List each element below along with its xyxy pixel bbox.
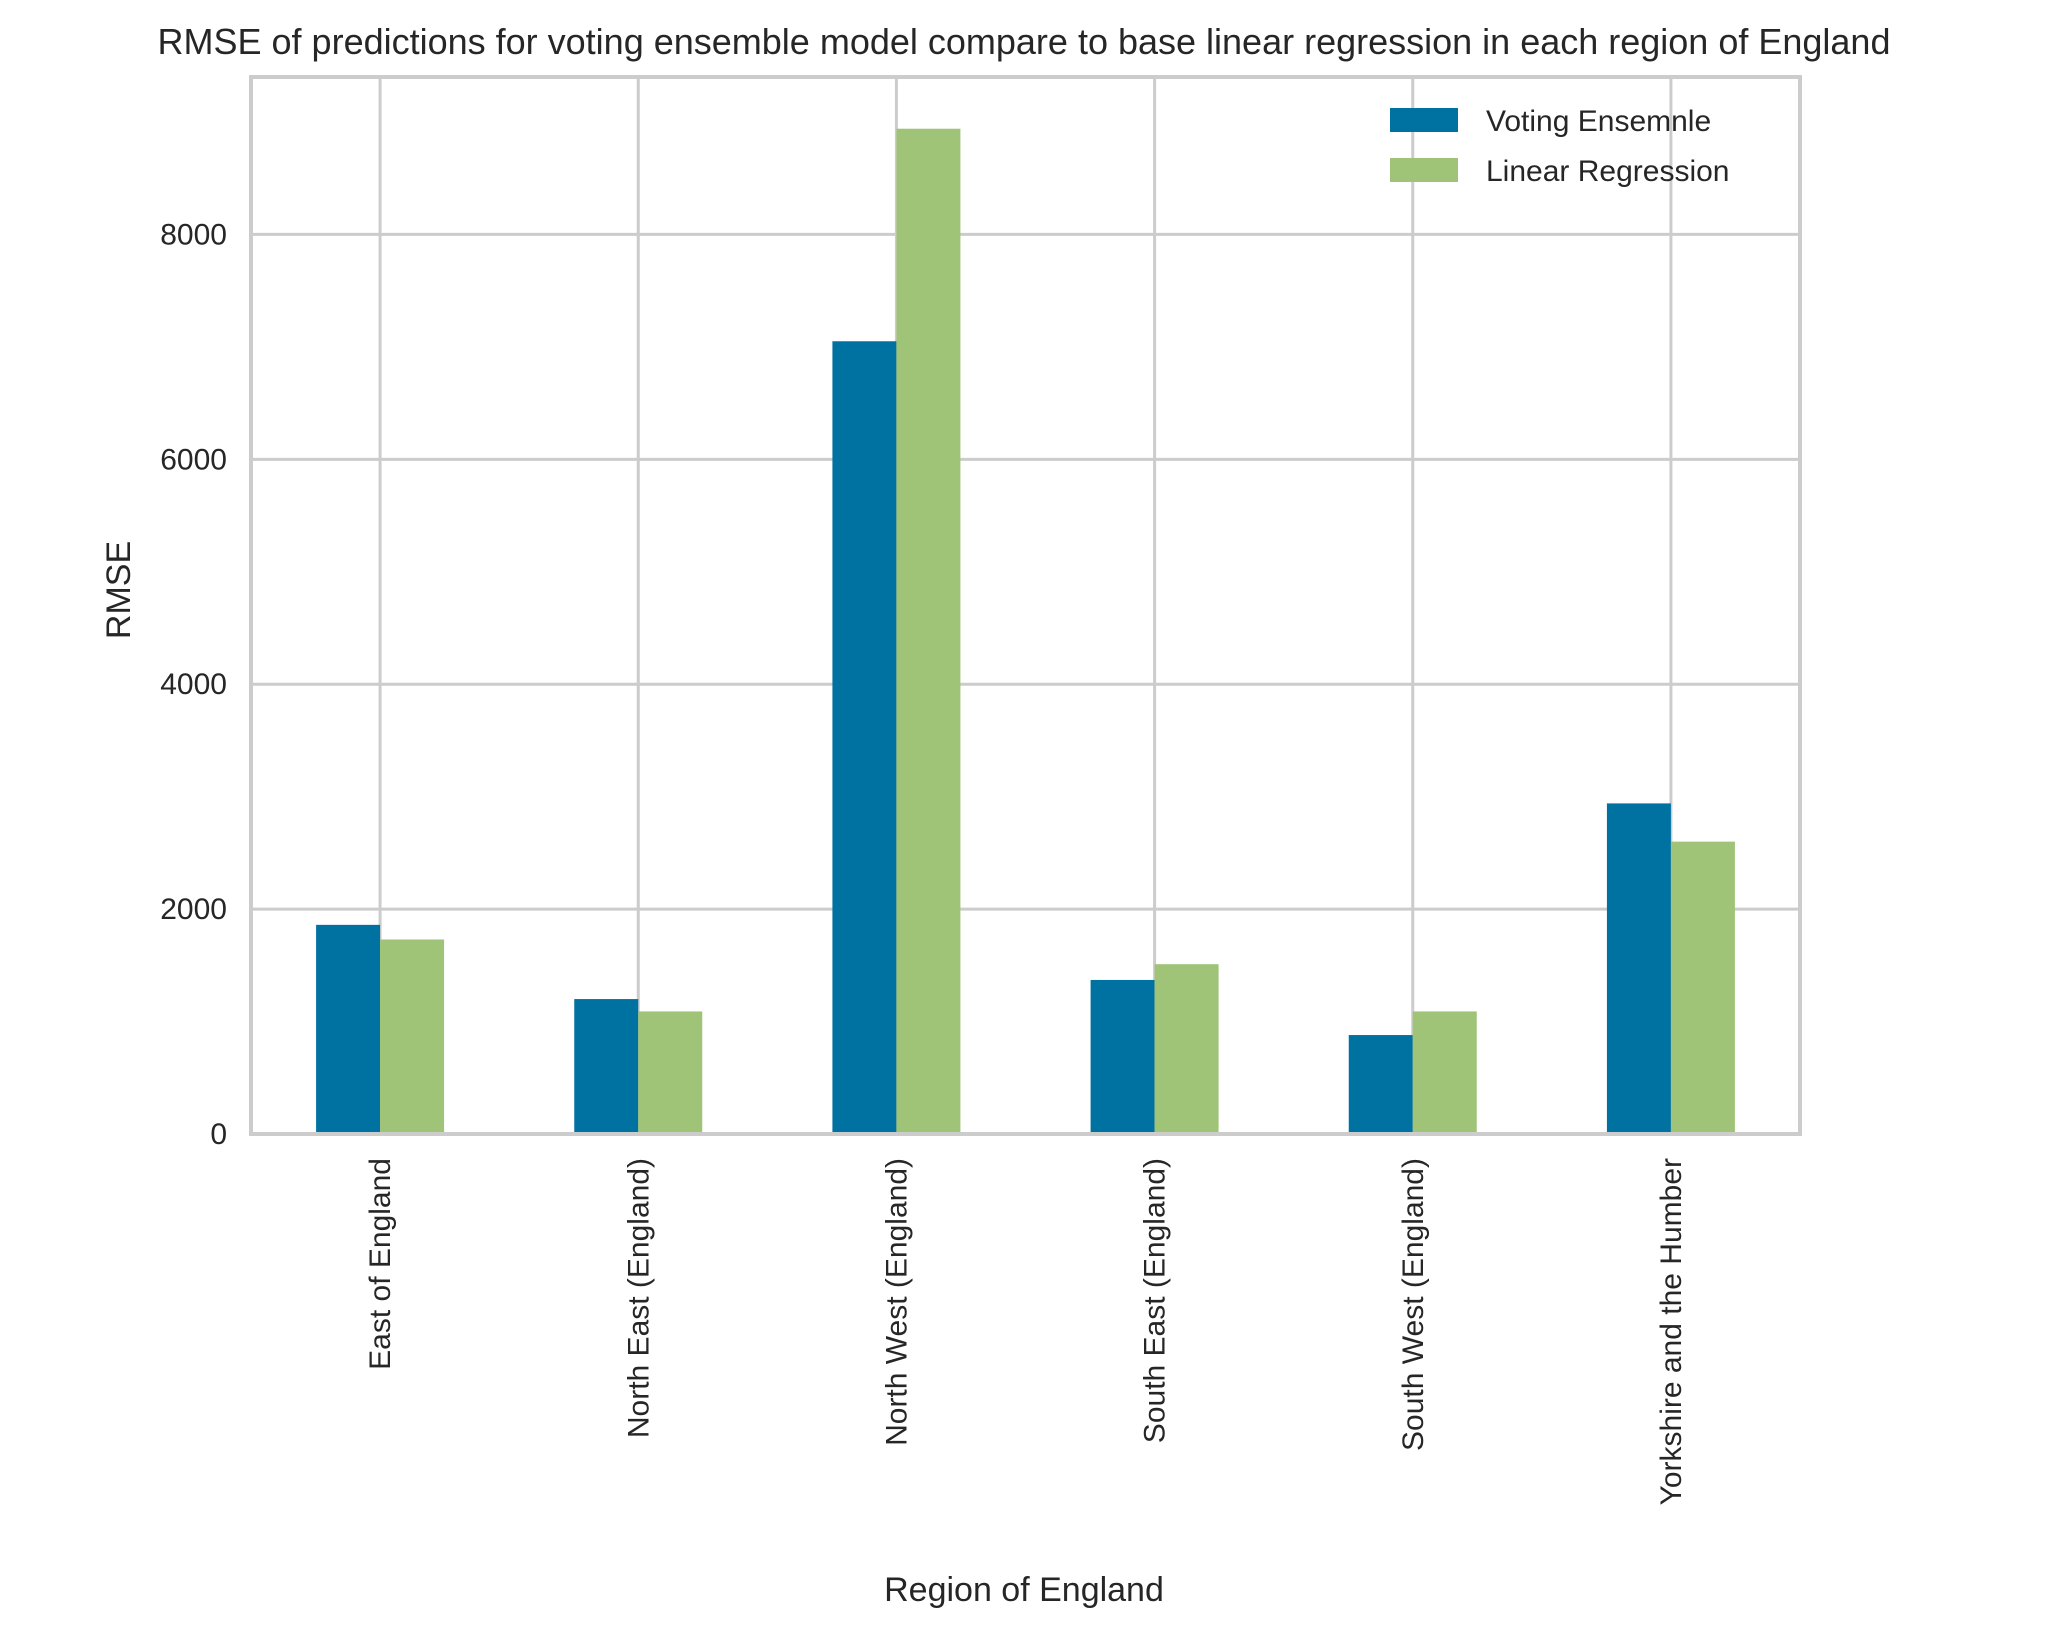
bar-voting-ensemnle-south-west-england [1348,1035,1413,1134]
x-tick-label-east-of-england: East of England [364,1158,397,1370]
legend-label-voting-ensemble: Voting Ensemnle [1486,105,1711,138]
legend-label-linear-regression: Linear Regression [1486,155,1729,188]
plot-frame-layer [249,75,1802,1136]
grid-layer [251,77,1800,1136]
bar-linear-regression-north-west-england [896,128,961,1134]
x-tick-label-south-west-england: South West (England) [1397,1158,1430,1451]
bars-layer [316,128,1735,1134]
plot-frame [249,75,1802,1136]
chart-title: RMSE of predictions for voting ensemble … [158,21,1891,62]
bar-linear-regression-east-of-england [380,939,445,1134]
bar-voting-ensemnle-east-of-england [316,924,381,1134]
y-tick-label-6000: 6000 [160,443,227,476]
y-axis-title: RMSE [100,541,138,639]
x-tick-labels: East of England North East (England) North… [364,1158,1688,1505]
bar-linear-regression-south-east-england [1154,964,1219,1134]
legend-swatch-linear-regression [1390,158,1458,182]
x-tick-label-yorkshire-and-the-humber: Yorkshire and the Humber [1655,1158,1688,1505]
bar-voting-ensemnle-north-west-england [832,341,897,1134]
bar-linear-regression-south-west-england [1412,1011,1477,1134]
x-tick-label-north-east-england: North East (England) [622,1158,655,1438]
x-tick-label-south-east-england: South East (England) [1139,1158,1172,1443]
legend-swatch-voting-ensemble [1390,108,1458,132]
bar-voting-ensemnle-south-east-england [1090,979,1155,1134]
x-axis-title: Region of England [884,1571,1164,1609]
bar-linear-regression-north-east-england [638,1011,703,1134]
bar-voting-ensemnle-north-east-england [574,999,639,1134]
y-tick-label-4000: 4000 [160,668,227,701]
x-tick-label-north-west-england: North West (England) [880,1158,913,1446]
legend: Voting Ensemnle Linear Regression [1390,105,1729,188]
y-tick-labels: 0 2000 4000 6000 8000 [160,218,227,1151]
y-tick-label-0: 0 [210,1118,227,1151]
y-tick-label-2000: 2000 [160,893,227,926]
bar-voting-ensemnle-yorkshire-and-the-humber [1606,803,1671,1134]
y-tick-label-8000: 8000 [160,218,227,251]
bar-linear-regression-yorkshire-and-the-humber [1670,841,1735,1134]
